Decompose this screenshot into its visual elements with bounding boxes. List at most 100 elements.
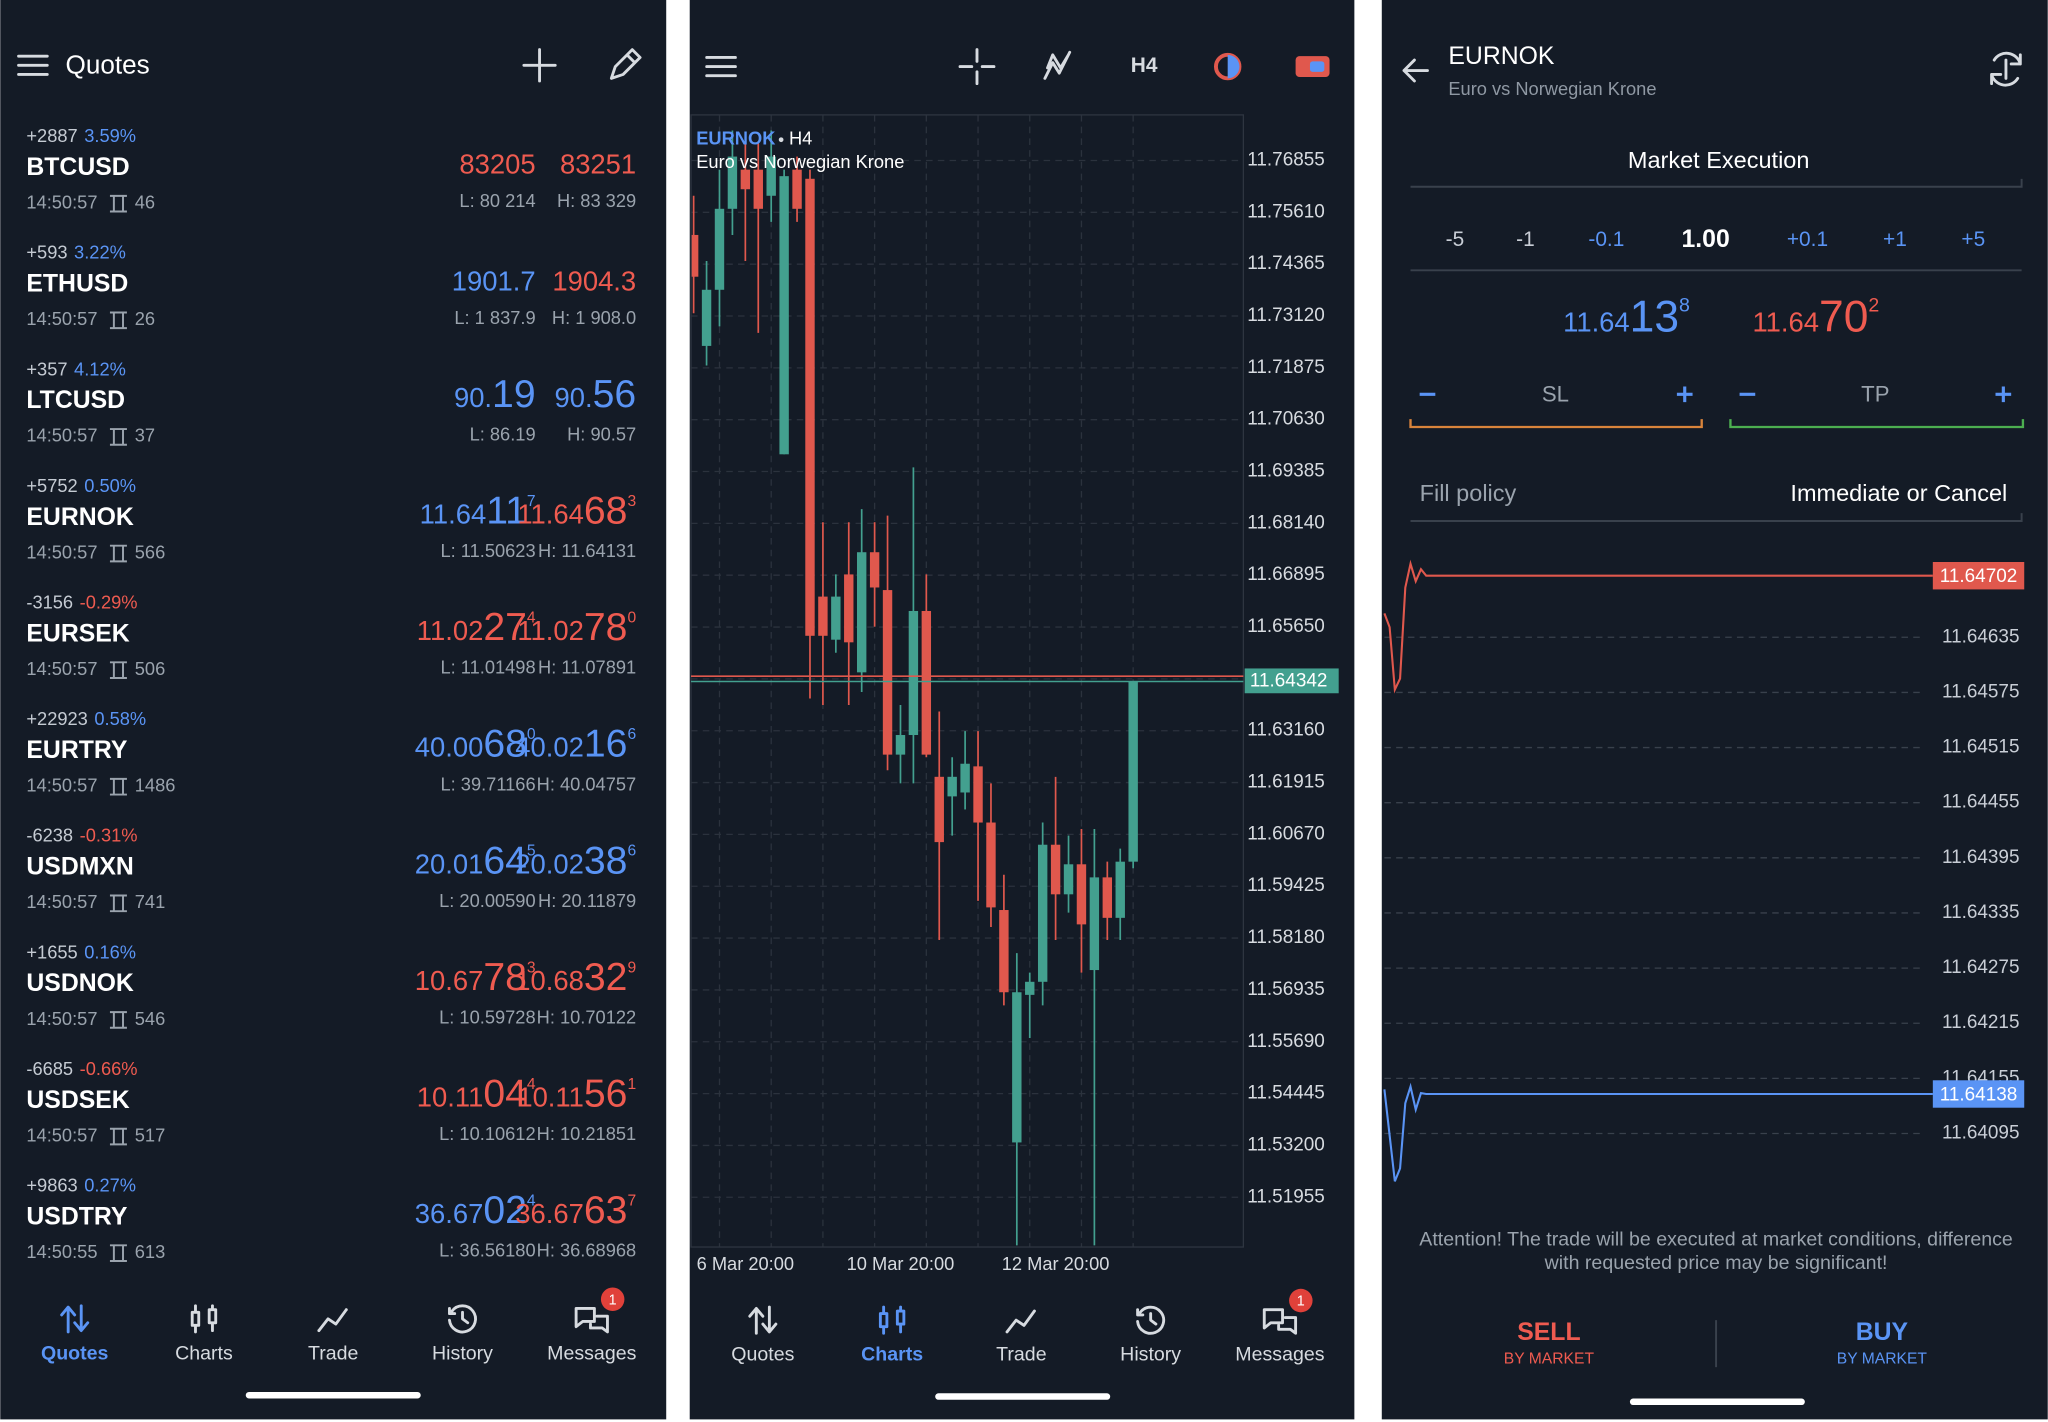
nav-label[interactable]: Messages	[547, 1342, 636, 1364]
nav-icon[interactable]	[878, 1305, 906, 1335]
candle-body	[947, 776, 957, 797]
spread: 46	[135, 192, 155, 213]
nav-label[interactable]: Charts	[175, 1342, 233, 1364]
bid-price-part: 3	[527, 959, 536, 976]
nav-label[interactable]: Quotes	[41, 1342, 109, 1364]
volume-step[interactable]: -0.1	[1588, 228, 1624, 251]
y-tick-label: 11.54445	[1247, 1083, 1325, 1104]
ask-price-part: 90.	[555, 382, 593, 413]
ask-price-part: 70	[1819, 293, 1868, 342]
candle-body	[805, 178, 815, 636]
ask-price-part: 1	[627, 1076, 636, 1093]
nav-icon[interactable]	[190, 1304, 218, 1334]
bid-price-part: 20.01	[415, 848, 484, 879]
high: H: 11.07891	[538, 657, 636, 678]
add-button[interactable]	[522, 48, 557, 83]
volume-step[interactable]: +0.1	[1787, 228, 1828, 251]
ask-price: 36.67637	[515, 1189, 636, 1232]
time: 14:50:55	[26, 1241, 97, 1262]
nav-label[interactable]: Trade	[996, 1344, 1047, 1366]
nav-label[interactable]: Trade	[308, 1342, 359, 1364]
y-tick-label: 11.69385	[1247, 461, 1325, 482]
symbol[interactable]: BTCUSD	[26, 154, 129, 181]
nav-label[interactable]: History	[1120, 1344, 1181, 1366]
indicators-button[interactable]	[1043, 50, 1072, 80]
ask-price-part: 78	[584, 606, 628, 649]
nav-label[interactable]: Messages	[1235, 1344, 1324, 1366]
candle-body	[691, 234, 699, 277]
candle-body	[960, 763, 970, 793]
symbol[interactable]: ETHUSD	[26, 271, 128, 298]
price-label-box	[1932, 1080, 2025, 1108]
y-tick-label: 11.58180	[1247, 927, 1325, 948]
candle-body	[973, 766, 983, 823]
change-pct: -0.66%	[80, 1058, 138, 1079]
symbol[interactable]: EURSEK	[26, 620, 129, 647]
buy-subtitle: BY MARKET	[1837, 1350, 1928, 1367]
edit-button[interactable]	[609, 48, 642, 80]
nav-icon[interactable]	[317, 1308, 348, 1333]
nav-label[interactable]: Charts	[861, 1344, 923, 1366]
symbol[interactable]: USDNOK	[26, 970, 134, 997]
sl-label[interactable]: SL	[1542, 382, 1569, 407]
back-button[interactable]	[1402, 58, 1429, 83]
fill-policy[interactable]: Immediate or Cancel	[1790, 480, 2007, 506]
time: 14:50:57	[26, 541, 97, 562]
bid-label-box	[1244, 668, 1339, 694]
menu-button[interactable]	[17, 54, 49, 76]
volume-step[interactable]: -1	[1516, 228, 1535, 251]
nav-label[interactable]: Quotes	[731, 1344, 794, 1366]
y-tick-label: 11.64635	[1942, 626, 2020, 647]
volume-step[interactable]: +1	[1883, 228, 1907, 251]
symbol[interactable]: USDSEK	[26, 1087, 129, 1114]
ask-price: 83251	[560, 149, 636, 180]
nav-icon[interactable]	[1005, 1309, 1036, 1334]
nav-label[interactable]: History	[432, 1342, 493, 1364]
high: H: 20.11879	[538, 890, 636, 911]
spread: 1486	[135, 775, 176, 796]
bid-price-part: 27	[483, 606, 527, 649]
low: L: 10.10612	[439, 1123, 536, 1144]
low: L: 39.71166	[440, 773, 535, 794]
symbol[interactable]: EURNOK	[26, 504, 134, 531]
nav-icon[interactable]	[1136, 1305, 1166, 1335]
ask-price-part: 56	[593, 373, 637, 416]
volume-step[interactable]: -5	[1446, 228, 1465, 251]
x-tick-label: 10 Mar 20:00	[847, 1253, 955, 1274]
spread-icon	[109, 311, 127, 330]
low: L: 11.01498	[440, 657, 535, 678]
high: H: 36.68968	[537, 1240, 637, 1261]
buy-button[interactable]: BUY	[1856, 1319, 1909, 1346]
symbol[interactable]: LTCUSD	[26, 387, 125, 414]
candle-body	[999, 910, 1009, 993]
symbol[interactable]: USDMXN	[26, 854, 133, 881]
nav-icon[interactable]	[748, 1305, 778, 1335]
nav-icon[interactable]	[1262, 1308, 1298, 1335]
symbol[interactable]: EURTRY	[26, 737, 127, 764]
execution-type[interactable]: Market Execution	[1628, 147, 1810, 173]
switch-button[interactable]	[1990, 51, 2022, 87]
sl-buttons[interactable]	[1419, 386, 1693, 403]
time: 14:50:57	[26, 658, 97, 679]
bid-price-part: 90.	[454, 382, 492, 413]
y-tick-label: 11.61915	[1247, 772, 1325, 793]
timeframe-button[interactable]: H4	[1131, 54, 1158, 77]
spread: 517	[135, 1124, 165, 1145]
y-tick-label: 11.60670	[1247, 823, 1325, 844]
tp-buttons[interactable]	[1739, 386, 2012, 403]
spread-icon	[109, 428, 127, 446]
ask-price-part: 6	[627, 726, 636, 743]
bid-price-part: 4	[527, 609, 536, 626]
high: H: 10.70122	[537, 1006, 637, 1027]
volume-step[interactable]: +5	[1961, 228, 1985, 251]
change-line: +22923 0.58%	[26, 708, 146, 729]
symbol[interactable]: USDTRY	[26, 1203, 127, 1230]
menu-button[interactable]	[705, 56, 737, 78]
nav-icon[interactable]	[574, 1306, 609, 1334]
nav-icon[interactable]	[60, 1304, 90, 1334]
crosshair-button[interactable]	[958, 48, 996, 86]
nav-icon[interactable]	[448, 1304, 477, 1334]
sell-button[interactable]: SELL	[1517, 1319, 1580, 1346]
time: 14:50:57	[26, 775, 97, 796]
tp-label[interactable]: TP	[1861, 382, 1889, 407]
